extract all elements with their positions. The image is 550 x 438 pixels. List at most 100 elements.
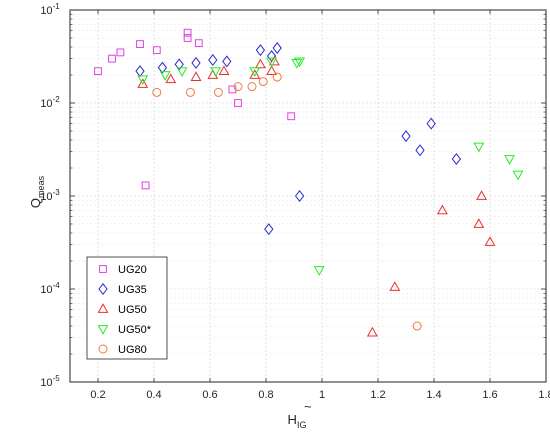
- data-point: [401, 130, 411, 143]
- data-point: [366, 326, 378, 337]
- data-point: [473, 218, 485, 228]
- y-tick-label: 10-2: [40, 95, 60, 110]
- x-tick-label: 1.8: [538, 389, 550, 401]
- legend-label: UG50*: [118, 324, 152, 336]
- data-point: [136, 40, 144, 48]
- y-axis-label-sub: meas: [36, 175, 46, 198]
- data-point: [249, 67, 261, 77]
- data-point: [152, 46, 161, 55]
- legend-marker: [98, 282, 108, 296]
- data-point: [426, 117, 436, 130]
- data-point: [287, 112, 296, 121]
- data-point: [208, 53, 218, 67]
- y-tick-exponent: -4: [53, 281, 61, 290]
- y-tick-label: 10-1: [40, 2, 60, 17]
- data-point: [484, 236, 496, 246]
- data-point: [137, 78, 149, 88]
- legend: UG20 UG35 UG50 UG50* UG80: [86, 256, 168, 360]
- data-point: [255, 44, 266, 57]
- y-tick-label: 10-3: [40, 188, 60, 203]
- x-axis-label-main: H: [288, 412, 297, 427]
- y-tick-label: 10-4: [40, 281, 60, 296]
- data-point: [294, 57, 306, 68]
- data-point: [194, 39, 203, 48]
- data-point: [291, 58, 303, 69]
- series-ug50: [137, 57, 524, 276]
- data-point: [137, 75, 149, 86]
- data-point: [389, 281, 401, 291]
- data-point: [415, 144, 425, 157]
- y-tick-base: 10: [40, 191, 52, 203]
- data-point: [272, 42, 282, 55]
- legend-entries: UG20 UG35 UG50 UG50* UG80: [97, 264, 152, 356]
- x-axis-label-sub: IG: [297, 420, 307, 430]
- data-point: [191, 56, 201, 69]
- data-point: [185, 87, 195, 97]
- y-axis-label: Qmeas: [28, 175, 46, 208]
- y-tick-base: 10: [40, 5, 52, 17]
- data-point: [213, 87, 223, 97]
- data-point: [294, 189, 305, 203]
- x-axis-label-tilde: ~: [304, 399, 312, 414]
- data-point: [228, 85, 237, 94]
- data-point: [451, 152, 462, 166]
- x-tick-label: 0.4: [146, 389, 161, 401]
- data-point: [157, 61, 168, 74]
- series-ug80: [152, 72, 422, 331]
- data-point: [116, 48, 125, 57]
- data-point: [176, 67, 188, 77]
- data-point: [183, 28, 192, 37]
- x-axis-label: HIG: [288, 412, 307, 430]
- data-point: [264, 223, 274, 236]
- data-point: [266, 57, 278, 68]
- x-tick-label: 1.2: [370, 389, 385, 401]
- x-tick-label: 1.4: [426, 389, 441, 401]
- data-point: [190, 71, 202, 81]
- legend-label: UG35: [118, 284, 147, 296]
- x-tick-label: 1: [319, 389, 325, 401]
- y-axis-label-main: Q: [28, 198, 43, 208]
- y-tick-base: 10: [40, 377, 52, 389]
- y-tick-exponent: -2: [53, 95, 61, 104]
- data-point: [254, 58, 266, 69]
- data-point: [141, 181, 150, 190]
- data-point: [159, 71, 171, 81]
- x-tick-label: 0.8: [258, 389, 273, 401]
- legend-label: UG50: [118, 304, 147, 316]
- y-tick-exponent: -1: [53, 2, 61, 11]
- legend-marker: [97, 303, 109, 313]
- data-point: [218, 65, 230, 76]
- series-ug20: [94, 28, 296, 190]
- data-point: [165, 73, 177, 84]
- data-point: [249, 69, 261, 79]
- data-point: [313, 266, 325, 276]
- x-tick-label: 0.6: [202, 389, 217, 401]
- y-tick-exponent: -5: [53, 374, 61, 383]
- data-point: [473, 142, 485, 153]
- y-tick-label: 10-5: [40, 374, 60, 389]
- data-point: [183, 34, 192, 42]
- data-point: [94, 67, 102, 76]
- y-tick-exponent: -3: [53, 188, 61, 197]
- data-point: [247, 82, 257, 92]
- data-point: [504, 155, 516, 165]
- legend-marker: [98, 344, 108, 354]
- data-point: [436, 204, 448, 215]
- y-tick-base: 10: [40, 284, 52, 296]
- x-tick-label: 1.6: [482, 389, 497, 401]
- x-tick-label: 0.2: [90, 389, 105, 401]
- legend-label: UG20: [118, 264, 147, 276]
- legend-label: UG80: [118, 344, 147, 356]
- data-point: [210, 67, 222, 77]
- data-point: [234, 99, 242, 107]
- data-point: [233, 82, 243, 92]
- data-point: [152, 87, 162, 97]
- data-point: [266, 65, 278, 76]
- x-tick-labels: 0.2 0.4 0.6 0.8 1 1.2 1.4 1.6 1.8: [90, 389, 550, 401]
- data-point: [258, 77, 268, 87]
- series-ug50: [137, 55, 496, 337]
- data-point: [108, 54, 116, 63]
- points-layer: [94, 28, 524, 337]
